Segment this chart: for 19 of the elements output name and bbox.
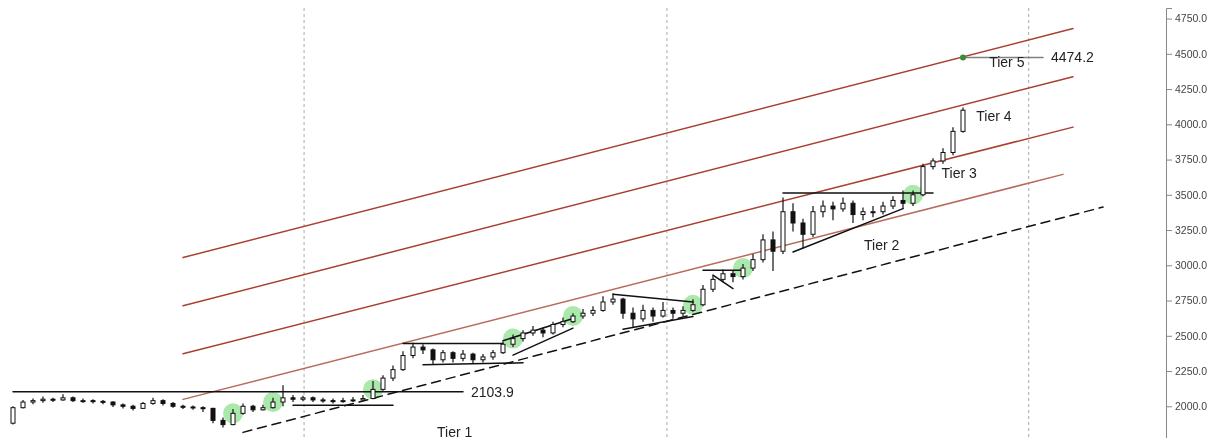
y-tick-label: 4750.0: [1175, 12, 1208, 25]
y-tick-label: 3000.0: [1175, 259, 1208, 272]
y-tick-label: 3500.0: [1175, 188, 1208, 201]
y-tick-label: 3750.0: [1175, 153, 1208, 166]
data-label: 2103.9: [471, 383, 515, 400]
y-tick-label: 2750.0: [1175, 294, 1208, 307]
y-tick-label: 2000.0: [1175, 400, 1208, 413]
y-tick-label: 4250.0: [1175, 82, 1208, 95]
y-tick-label: 2250.0: [1175, 364, 1208, 377]
annotation: Tier 5: [989, 53, 1025, 70]
y-tick-label: 4500.0: [1175, 47, 1208, 60]
y-tick-label: 4000.0: [1175, 118, 1208, 131]
y-tick-label: 3250.0: [1175, 223, 1208, 236]
annotation: Tier 1: [437, 423, 473, 440]
annotation: Tier 3: [941, 164, 977, 181]
data-label: 4474.2: [1051, 49, 1095, 66]
annotation: Tier 4: [976, 107, 1012, 124]
annotation: Tier 2: [864, 236, 900, 253]
y-tick-label: 2500.0: [1175, 329, 1208, 342]
